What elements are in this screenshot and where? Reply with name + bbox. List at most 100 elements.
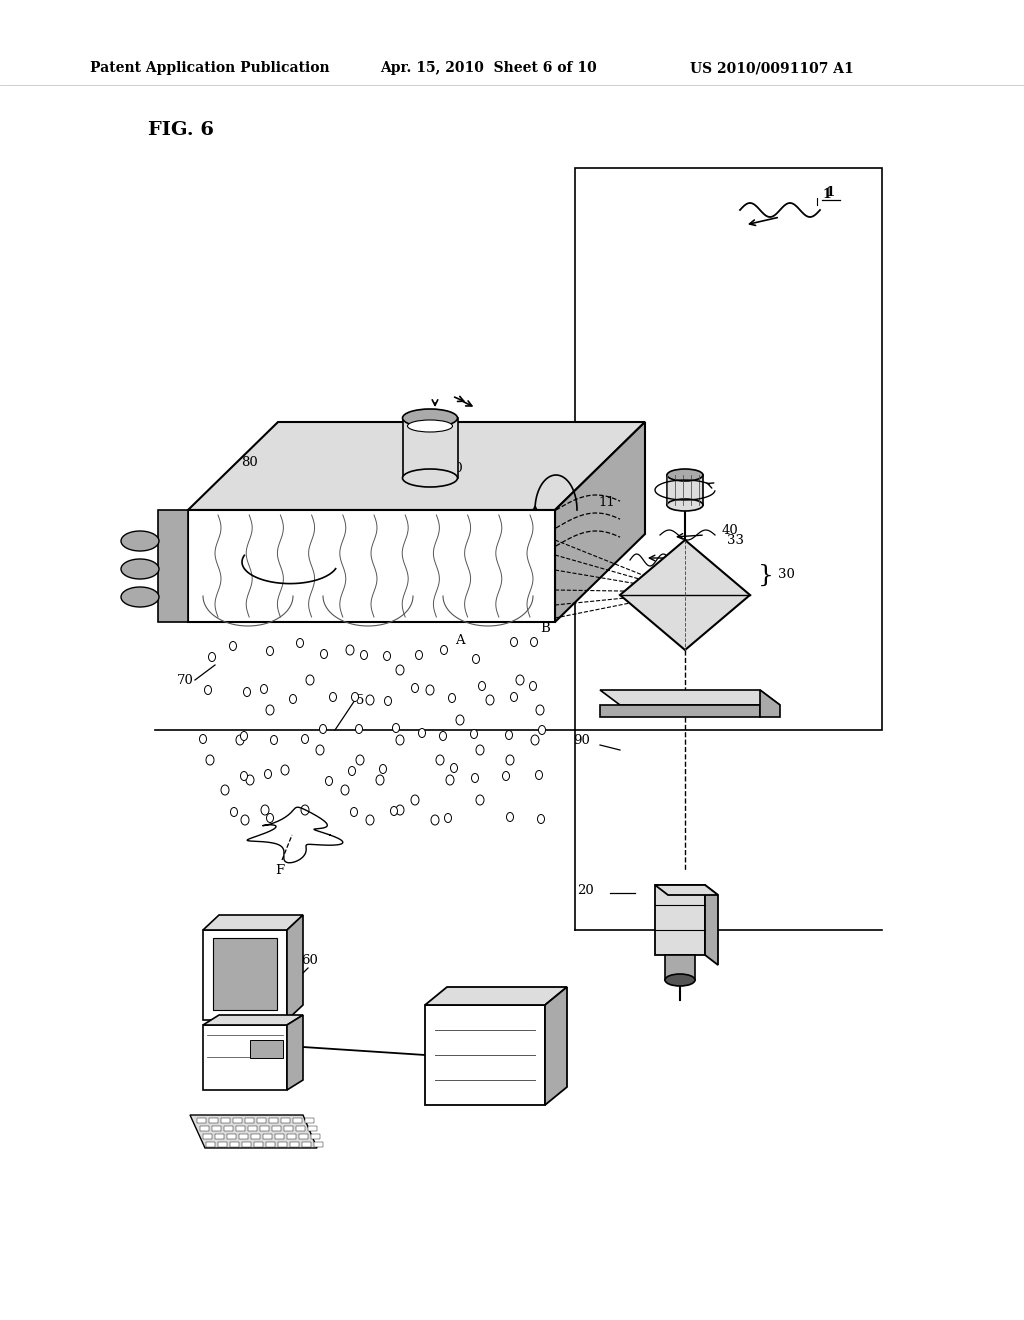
Ellipse shape: [380, 764, 386, 774]
Bar: [272, 1126, 281, 1131]
Bar: [251, 1134, 260, 1139]
Text: 31: 31: [712, 603, 728, 616]
Bar: [269, 1118, 278, 1123]
Text: 20: 20: [577, 883, 593, 896]
Ellipse shape: [355, 725, 362, 734]
Polygon shape: [158, 510, 188, 622]
Text: FIG. 6: FIG. 6: [148, 121, 214, 139]
Ellipse shape: [506, 730, 512, 739]
Bar: [302, 1142, 311, 1147]
Polygon shape: [555, 422, 645, 622]
Ellipse shape: [230, 808, 238, 817]
Ellipse shape: [472, 655, 479, 664]
Bar: [293, 1118, 302, 1123]
Text: F: F: [275, 863, 285, 876]
Text: C: C: [680, 549, 690, 561]
Ellipse shape: [121, 558, 159, 579]
Ellipse shape: [236, 735, 244, 744]
Polygon shape: [545, 987, 567, 1105]
Text: US 2010/0091107 A1: US 2010/0091107 A1: [690, 61, 854, 75]
Bar: [254, 1142, 263, 1147]
Bar: [287, 1134, 296, 1139]
Text: 1: 1: [822, 189, 831, 202]
Bar: [278, 1142, 287, 1147]
Ellipse shape: [326, 776, 333, 785]
Ellipse shape: [431, 814, 439, 825]
Bar: [230, 1142, 239, 1147]
Text: }: }: [758, 564, 774, 586]
Bar: [266, 1142, 275, 1147]
Ellipse shape: [402, 409, 458, 426]
Bar: [281, 1118, 290, 1123]
Ellipse shape: [301, 805, 309, 814]
Ellipse shape: [241, 731, 248, 741]
Ellipse shape: [446, 775, 454, 785]
Ellipse shape: [390, 807, 397, 816]
Polygon shape: [190, 1115, 317, 1148]
Ellipse shape: [360, 651, 368, 660]
Ellipse shape: [516, 675, 524, 685]
Ellipse shape: [426, 685, 434, 696]
Text: 30: 30: [778, 569, 795, 582]
Bar: [308, 1126, 317, 1131]
Ellipse shape: [507, 813, 513, 821]
Ellipse shape: [396, 665, 404, 675]
Bar: [260, 1126, 269, 1131]
Polygon shape: [203, 1026, 287, 1090]
Ellipse shape: [470, 730, 477, 738]
Ellipse shape: [264, 770, 271, 779]
Ellipse shape: [246, 775, 254, 785]
Bar: [239, 1134, 248, 1139]
Ellipse shape: [121, 587, 159, 607]
Bar: [245, 1118, 254, 1123]
Ellipse shape: [436, 755, 444, 766]
Ellipse shape: [471, 774, 478, 783]
Bar: [314, 1142, 323, 1147]
Ellipse shape: [411, 795, 419, 805]
Text: Apr. 15, 2010  Sheet 6 of 10: Apr. 15, 2010 Sheet 6 of 10: [380, 61, 597, 75]
Ellipse shape: [266, 813, 273, 822]
Ellipse shape: [503, 771, 510, 780]
Ellipse shape: [316, 744, 324, 755]
Bar: [305, 1118, 314, 1123]
Ellipse shape: [321, 649, 328, 659]
Ellipse shape: [412, 684, 419, 693]
Text: B: B: [540, 622, 550, 635]
Ellipse shape: [261, 805, 269, 814]
Ellipse shape: [408, 420, 453, 432]
Bar: [296, 1126, 305, 1131]
Ellipse shape: [511, 638, 517, 647]
Polygon shape: [575, 168, 882, 730]
Text: 33: 33: [726, 533, 743, 546]
Bar: [284, 1126, 293, 1131]
Ellipse shape: [229, 642, 237, 651]
Bar: [212, 1126, 221, 1131]
Ellipse shape: [402, 469, 458, 487]
Polygon shape: [287, 915, 303, 1020]
Ellipse shape: [392, 723, 399, 733]
Bar: [257, 1118, 266, 1123]
Bar: [233, 1118, 242, 1123]
Bar: [206, 1142, 215, 1147]
Bar: [299, 1134, 308, 1139]
Ellipse shape: [396, 735, 404, 744]
Text: Patent Application Publication: Patent Application Publication: [90, 61, 330, 75]
Ellipse shape: [209, 652, 215, 661]
Text: 50: 50: [519, 1044, 537, 1056]
Ellipse shape: [306, 675, 314, 685]
Ellipse shape: [530, 638, 538, 647]
Text: 80: 80: [242, 455, 258, 469]
Ellipse shape: [266, 647, 273, 656]
Polygon shape: [705, 884, 718, 965]
Bar: [242, 1142, 251, 1147]
Ellipse shape: [297, 639, 303, 648]
Ellipse shape: [529, 681, 537, 690]
Ellipse shape: [290, 694, 297, 704]
Ellipse shape: [439, 731, 446, 741]
Polygon shape: [655, 884, 705, 954]
Polygon shape: [203, 1015, 303, 1026]
Text: 10: 10: [446, 462, 464, 474]
Ellipse shape: [348, 767, 355, 776]
Polygon shape: [188, 510, 555, 622]
Ellipse shape: [241, 814, 249, 825]
